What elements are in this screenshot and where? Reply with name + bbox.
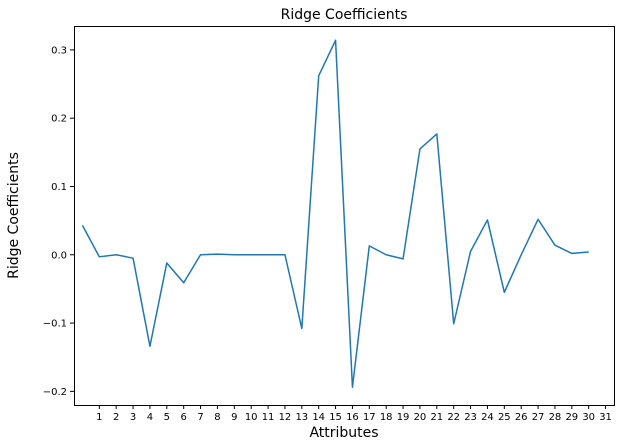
x-tick-label: 9 xyxy=(231,412,237,423)
x-tick-label: 14 xyxy=(312,412,325,423)
x-tick-label: 21 xyxy=(430,412,443,423)
y-axis-label: Ridge Coefficients xyxy=(6,152,22,279)
x-tick-label: 1 xyxy=(96,412,102,423)
x-tick-label: 16 xyxy=(346,412,359,423)
x-tick-label: 7 xyxy=(197,412,203,423)
x-tick-label: 24 xyxy=(481,412,494,423)
series-line-0 xyxy=(81,39,589,388)
x-tick-label: 10 xyxy=(245,412,258,423)
x-tick-label: 8 xyxy=(214,412,220,423)
x-axis-ticks: 1 2 3 4 5 6 7 8 9 10 11 12 13 14 15 16 17 18 19 20 21 22 23 24 2… xyxy=(96,405,612,423)
x-tick-label: 31 xyxy=(599,412,612,423)
x-axis-label: Attributes xyxy=(309,425,378,441)
x-tick-label: 11 xyxy=(262,412,275,423)
x-tick-label: 13 xyxy=(295,412,308,423)
x-tick-label: 5 xyxy=(164,412,170,423)
x-tick-label: 29 xyxy=(565,412,578,423)
x-tick-label: 30 xyxy=(582,412,595,423)
plot-lines xyxy=(81,39,589,388)
x-tick-label: 25 xyxy=(498,412,511,423)
x-tick-label: 28 xyxy=(549,412,562,423)
y-tick-label: 0.3 xyxy=(51,45,67,56)
x-tick-label: 17 xyxy=(363,412,376,423)
x-tick-label: 18 xyxy=(380,412,393,423)
x-tick-label: 22 xyxy=(447,412,460,423)
y-tick-label: −0.2 xyxy=(43,387,67,398)
x-tick-label: 26 xyxy=(515,412,528,423)
x-tick-label: 27 xyxy=(532,412,545,423)
x-tick-label: 15 xyxy=(329,412,342,423)
x-tick-label: 20 xyxy=(414,412,427,423)
x-tick-label: 2 xyxy=(113,412,119,423)
x-tick-label: 23 xyxy=(464,412,477,423)
chart-title: Ridge Coefficients xyxy=(281,7,408,23)
y-tick-label: 0.0 xyxy=(51,250,67,261)
y-tick-label: −0.1 xyxy=(43,319,67,330)
x-tick-label: 4 xyxy=(147,412,153,423)
x-tick-label: 12 xyxy=(279,412,292,423)
x-tick-label: 19 xyxy=(397,412,410,423)
plot-frame xyxy=(74,26,615,406)
y-tick-label: 0.1 xyxy=(51,182,67,193)
y-tick-label: 0.2 xyxy=(51,114,67,125)
x-tick-label: 3 xyxy=(130,412,136,423)
x-tick-label: 6 xyxy=(181,412,187,423)
y-axis-ticks: 0.3 0.2 0.1 0.0 −0.1 −0.2 xyxy=(43,45,74,398)
